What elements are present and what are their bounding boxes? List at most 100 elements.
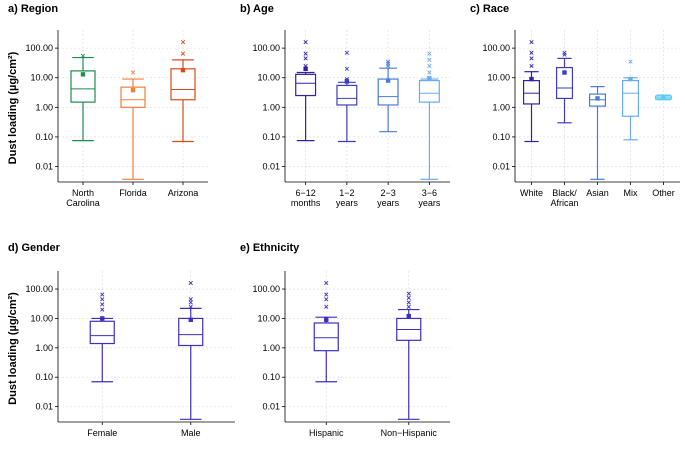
y-tick-label: 10.00 bbox=[30, 313, 53, 323]
box-black-african bbox=[555, 50, 574, 124]
outlier-point bbox=[188, 297, 193, 302]
y-tick-label: 10.00 bbox=[257, 73, 280, 83]
y-tick-label: 10.00 bbox=[257, 313, 280, 323]
panel-title: d) Gender bbox=[8, 242, 61, 254]
category-label-line: 2−3 bbox=[380, 188, 395, 198]
y-tick-label: 0.01 bbox=[492, 162, 510, 172]
y-tick-label: 10.00 bbox=[487, 73, 510, 83]
category-label-line: White bbox=[520, 188, 543, 198]
category-label-line: 3−6 bbox=[422, 188, 437, 198]
box-other bbox=[654, 94, 673, 101]
panel-5: 0.01 0.10 1.00 10.00 100.00 e) Ethnicity Hispa… bbox=[240, 242, 450, 438]
box-north-carolina bbox=[70, 53, 96, 142]
mean-marker bbox=[628, 76, 633, 82]
mean-marker bbox=[562, 70, 567, 75]
category-label-line: Non−Hispanic bbox=[381, 428, 438, 438]
category-label-line: years bbox=[377, 198, 400, 208]
y-tick-label: 0.01 bbox=[262, 402, 280, 412]
mean-marker bbox=[100, 316, 105, 321]
outlier-point bbox=[180, 39, 186, 45]
y-tick-label: 1.00 bbox=[35, 343, 53, 353]
y-tick-label: 10.00 bbox=[30, 73, 53, 83]
mean-marker bbox=[406, 313, 411, 319]
outlier-point bbox=[406, 295, 411, 300]
category-label-line: 6−12 bbox=[295, 188, 315, 198]
iqr-box bbox=[522, 79, 541, 105]
box-female bbox=[89, 292, 115, 383]
y-tick-label: 100.00 bbox=[25, 43, 53, 53]
category-label-line: Other bbox=[652, 188, 675, 198]
box-2-3-years bbox=[377, 59, 399, 133]
panel-title: c) Race bbox=[470, 3, 509, 15]
y-tick-label: 1.00 bbox=[262, 102, 280, 112]
panel-2: 0.01 0.10 1.00 10.00 100.00 b) Age 6−12 months 1… bbox=[240, 3, 450, 208]
outlier-point bbox=[427, 57, 432, 63]
panel-title: e) Ethnicity bbox=[240, 242, 300, 254]
outlier-point bbox=[303, 51, 308, 56]
outlier-point bbox=[406, 300, 411, 305]
category-label: Florida bbox=[119, 188, 147, 198]
iqr-box bbox=[418, 79, 440, 103]
category-label: Hispanic bbox=[309, 428, 344, 438]
box-white bbox=[522, 39, 541, 143]
outlier-point bbox=[406, 291, 411, 296]
y-tick-label: 1.00 bbox=[35, 102, 53, 112]
y-tick-label: 0.10 bbox=[35, 132, 53, 142]
category-label-line: 1−2 bbox=[339, 188, 354, 198]
outlier-point bbox=[188, 280, 193, 286]
y-tick-label: 1.00 bbox=[262, 343, 280, 353]
iqr-box bbox=[295, 73, 317, 97]
y-tick-label: 100.00 bbox=[252, 43, 280, 53]
category-label: Black/African bbox=[550, 188, 578, 208]
y-axis-label: Dust loading (µg/cm²) bbox=[7, 51, 19, 164]
outlier-point bbox=[188, 300, 193, 305]
y-tick-label: 100.00 bbox=[482, 43, 510, 53]
category-label-line: years bbox=[336, 198, 359, 208]
panel-title: b) Age bbox=[240, 3, 274, 15]
y-tick-label: 0.10 bbox=[262, 372, 280, 382]
category-label: Mix bbox=[624, 188, 638, 198]
outlier-point bbox=[628, 59, 633, 64]
y-axis-label: Dust loading (µg/cm²) bbox=[7, 292, 19, 405]
outlier-point bbox=[324, 304, 329, 309]
box-6-12-months bbox=[295, 39, 317, 142]
category-label: North Carolina bbox=[66, 188, 100, 208]
category-label: Non−Hispanic bbox=[381, 428, 438, 438]
iqr-box bbox=[336, 84, 358, 106]
iqr-box bbox=[178, 317, 204, 347]
box-non-hispanic bbox=[396, 291, 422, 420]
outlier-point bbox=[406, 304, 411, 309]
iqr-box bbox=[621, 79, 640, 117]
category-label: Arizona bbox=[168, 188, 199, 198]
box-male bbox=[178, 280, 204, 420]
box-arizona bbox=[170, 39, 196, 143]
mean-marker bbox=[661, 95, 666, 100]
y-tick-label: 0.01 bbox=[35, 162, 53, 172]
category-label: Male bbox=[181, 428, 201, 438]
outlier-point bbox=[427, 75, 432, 80]
outlier-point bbox=[386, 59, 391, 64]
iqr-box bbox=[377, 78, 399, 106]
mean-marker bbox=[427, 76, 432, 81]
category-label: 6−12 months bbox=[291, 188, 321, 208]
y-tick-label: 0.10 bbox=[262, 132, 280, 142]
outlier-point bbox=[303, 63, 308, 69]
category-label-line: Florida bbox=[119, 188, 147, 198]
outlier-point bbox=[529, 50, 534, 55]
outlier-point bbox=[427, 51, 432, 56]
mean-marker bbox=[188, 317, 193, 322]
outlier-point bbox=[324, 297, 329, 302]
category-label: Asian bbox=[586, 188, 609, 198]
category-label-line: years bbox=[418, 198, 441, 208]
box-mix bbox=[621, 59, 640, 141]
category-label: Female bbox=[87, 428, 117, 438]
iqr-box bbox=[170, 68, 196, 101]
outlier-point bbox=[100, 292, 105, 297]
y-tick-label: 100.00 bbox=[25, 284, 53, 294]
mean-marker bbox=[180, 67, 186, 73]
outlier-point bbox=[529, 39, 534, 45]
category-label-line: African bbox=[550, 198, 578, 208]
category-label-line: months bbox=[291, 198, 321, 208]
category-label-line: Black/ bbox=[552, 188, 577, 198]
